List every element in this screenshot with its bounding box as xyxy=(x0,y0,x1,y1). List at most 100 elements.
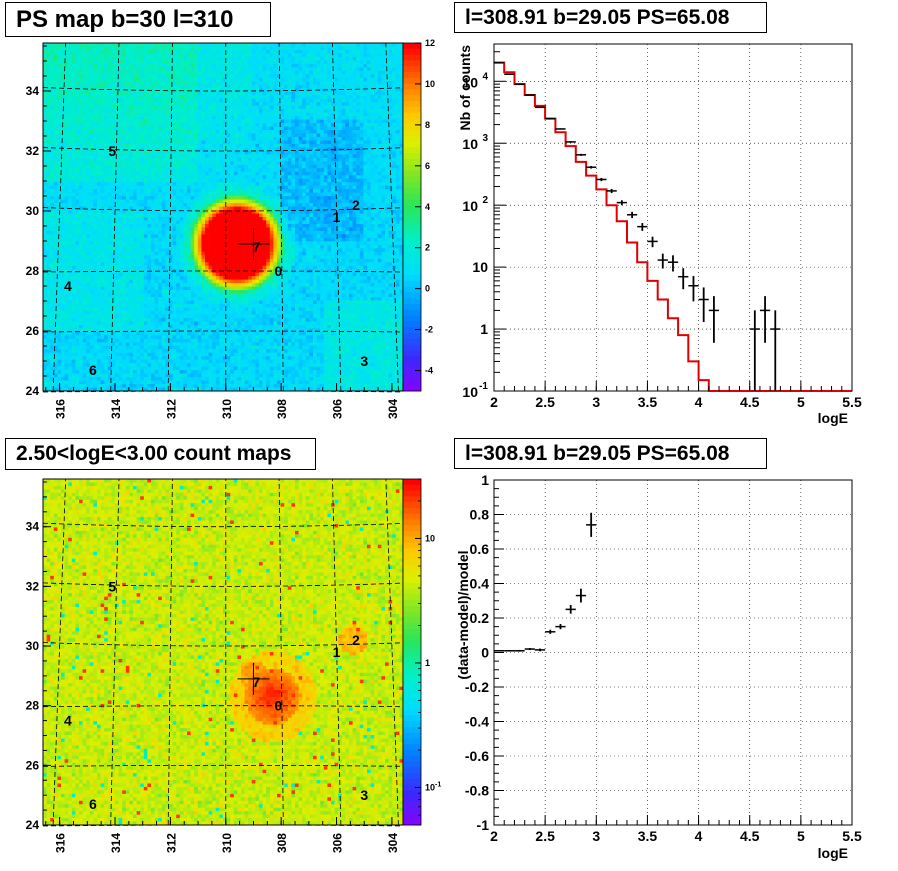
color-bar-cell xyxy=(403,118,421,125)
source-label-2: 2 xyxy=(352,632,360,648)
color-bar-cell xyxy=(403,43,421,50)
y-tick-exponent: 2 xyxy=(482,195,488,206)
data-point xyxy=(657,253,668,269)
color-bar-cell xyxy=(403,542,421,549)
count-map-title: 2.50<logE<3.00 count maps xyxy=(5,438,316,470)
x-tick-label: 312 xyxy=(164,833,178,853)
x-tick-label: 304 xyxy=(386,833,400,853)
color-bar-cell xyxy=(403,588,421,595)
x-axis: 2 2.5 3 3.5 4 4.5 5 5.5 xyxy=(490,381,862,410)
color-bar-cell xyxy=(403,507,421,514)
color-bar-cell xyxy=(403,623,421,630)
x-tick-label: 314 xyxy=(109,399,123,419)
color-bar-cell xyxy=(403,628,421,636)
color-bar-cell xyxy=(403,333,421,340)
y-tick-label: 32 xyxy=(26,579,40,593)
data-point xyxy=(534,106,546,109)
data-point xyxy=(759,296,771,343)
color-bar-cell xyxy=(403,246,421,253)
color-bar-cell xyxy=(403,199,421,206)
x-axis: 2 2.5 3 3.5 4 4.5 5 5.5 xyxy=(490,815,862,844)
model-histogram xyxy=(493,61,852,392)
data-points xyxy=(494,61,781,391)
spectrum-title: l=308.91 b=29.05 PS=65.08 xyxy=(454,2,767,33)
source-label-2: 2 xyxy=(352,197,360,213)
color-bar-cell xyxy=(403,502,421,509)
heatmap-cells xyxy=(43,479,404,826)
color-bar-cell xyxy=(403,234,421,241)
y-tick-label: -0.2 xyxy=(465,679,489,695)
y-tick-label: 0.6 xyxy=(470,541,490,557)
color-bar-cell xyxy=(403,135,421,142)
color-bar-cell xyxy=(403,367,421,374)
count-map-plot: 316 314 312 310 308 306 3042426283032340123456… xyxy=(26,478,441,853)
color-bar-cell xyxy=(403,819,421,826)
color-bar-cell xyxy=(403,519,421,526)
color-bar-cell xyxy=(403,744,421,751)
data-point xyxy=(565,605,576,614)
grid-line-l xyxy=(167,478,173,826)
color-bar-cell xyxy=(403,813,421,820)
source-label-0: 0 xyxy=(274,698,282,714)
color-bar-cell xyxy=(403,222,421,229)
data-point xyxy=(647,236,658,248)
source-label-1: 1 xyxy=(333,644,341,660)
x-tick-label: 308 xyxy=(275,399,289,419)
data-point xyxy=(770,310,781,391)
color-bar-cell xyxy=(403,640,421,647)
color-bar-cell xyxy=(403,373,421,380)
color-bar-cell xyxy=(403,147,421,154)
color-bar-cell xyxy=(403,553,421,561)
color-bar-cell xyxy=(403,698,421,705)
source-label-3: 3 xyxy=(360,353,368,369)
source-label-7: 7 xyxy=(252,239,260,255)
x-tick-label: 316 xyxy=(54,399,68,419)
color-bar-cell xyxy=(403,176,421,183)
grid-line-b xyxy=(42,147,404,152)
color-bar-cell xyxy=(403,738,421,745)
y-tick-label: 0 xyxy=(481,645,489,661)
color-bar-cell xyxy=(403,577,421,584)
x-tick-label: 5 xyxy=(797,828,805,844)
data-point xyxy=(534,648,546,652)
x-tick-label: 316 xyxy=(54,833,68,853)
grid-line-l xyxy=(385,478,399,826)
color-bar-cell xyxy=(403,726,421,734)
color-bar-cell xyxy=(403,686,421,693)
data-point xyxy=(667,255,679,272)
grid xyxy=(493,479,853,826)
color-bar-cell xyxy=(403,54,421,61)
grid-line-l xyxy=(385,42,399,392)
grid-line-b xyxy=(42,270,404,273)
heatmap-cells xyxy=(43,43,404,392)
data-point xyxy=(514,649,525,652)
color-bar-label: 10-1 xyxy=(425,782,441,793)
x-axis: 316 314 312 310 308 306 304 xyxy=(45,817,400,853)
color-bar-cell xyxy=(403,72,421,79)
source-labels: 0 12 3 4 5 6 7 xyxy=(64,578,368,812)
y-tick-label: 24 xyxy=(26,818,40,832)
y-tick-label: 34 xyxy=(26,84,40,98)
color-bar-cell xyxy=(403,709,421,716)
color-bar-cell xyxy=(403,77,421,84)
color-bar-cell xyxy=(403,663,421,670)
color-bar-cell xyxy=(403,106,421,113)
source-label-5: 5 xyxy=(108,578,116,594)
data-point xyxy=(596,177,607,182)
y-axis-label: (data-model)/model xyxy=(455,550,471,679)
y-tick-exponent: 4 xyxy=(482,71,488,82)
color-bar-cell xyxy=(403,669,421,676)
grid-line-l xyxy=(167,42,173,392)
y-tick-label: 0.2 xyxy=(470,610,490,626)
color-bar-cell xyxy=(403,750,421,757)
color-bar-cell xyxy=(403,703,421,711)
source-label-3: 3 xyxy=(360,787,368,803)
grid-line-l xyxy=(278,42,284,392)
y-tick-label: 34 xyxy=(26,520,40,534)
color-bar-cell xyxy=(403,48,421,55)
color-bar-cell xyxy=(403,112,421,119)
data-point xyxy=(749,310,760,391)
x-tick-label: 304 xyxy=(386,399,400,419)
